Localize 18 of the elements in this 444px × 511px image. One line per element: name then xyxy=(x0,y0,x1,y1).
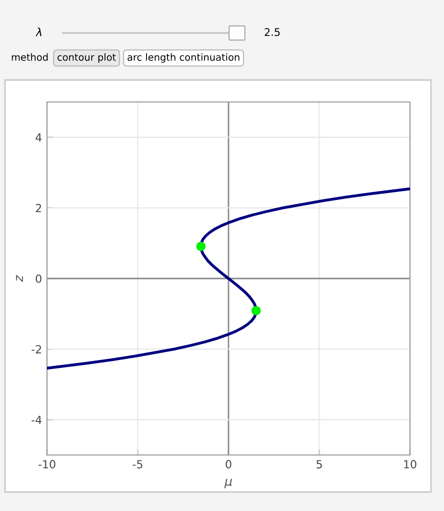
text: method xyxy=(12,53,48,61)
y-tick-label: -4 xyxy=(32,416,42,424)
y-tick-label: -2 xyxy=(32,345,42,354)
x-tick-label: -5 xyxy=(132,460,142,468)
x-tick-label: 5 xyxy=(316,460,322,468)
y-tick-label: 4 xyxy=(36,133,42,142)
x-axis-title: μ xyxy=(224,478,232,488)
x-tick-label: 10 xyxy=(404,460,416,468)
y-tick-label: 0 xyxy=(36,274,42,283)
text: λ xyxy=(36,28,42,36)
text: 2.5 xyxy=(264,28,280,36)
y-axis-title: z xyxy=(16,274,23,282)
x-tick-label: -10 xyxy=(38,460,56,468)
line-series xyxy=(47,187,410,370)
text: contour plot xyxy=(58,53,116,63)
y-tick-label: 2 xyxy=(36,204,42,212)
x-tick-label: 0 xyxy=(226,460,232,468)
text: arc length continuation xyxy=(128,53,240,63)
